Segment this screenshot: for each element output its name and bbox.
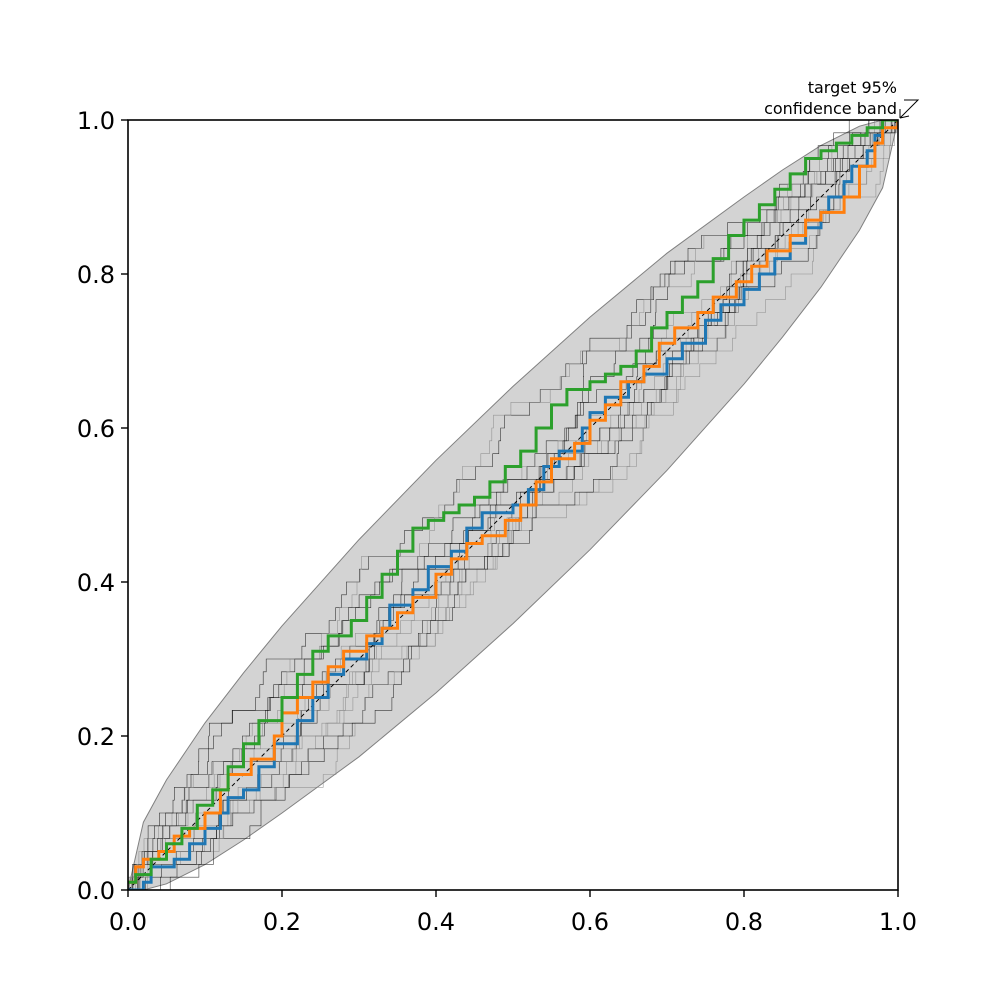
background-sample-curve [128,120,898,890]
x-tick-label: 1.0 [879,908,917,936]
y-tick-label: 0.8 [77,261,115,289]
background-sample-curve [128,120,898,890]
y-tick-label: 0.0 [77,877,115,905]
y-tick-label: 0.4 [77,569,115,597]
x-tick-label: 0.0 [109,908,147,936]
x-tick-label: 0.8 [725,908,763,936]
series-1-line [128,120,898,890]
y-tick-label: 1.0 [77,107,115,135]
annotation-line2: confidence band [764,99,897,118]
x-tick-label: 0.2 [263,908,301,936]
x-tick-label: 0.4 [417,908,455,936]
annotation-arrow-icon [899,99,920,119]
y-tick-label: 0.2 [77,723,115,751]
background-sample-curve [128,120,898,890]
series-3-line [128,120,898,884]
plot-frame [127,119,899,891]
y-tick-label: 0.6 [77,415,115,443]
annotation-line1: target 95% [808,78,897,97]
x-tick-label: 0.6 [571,908,609,936]
